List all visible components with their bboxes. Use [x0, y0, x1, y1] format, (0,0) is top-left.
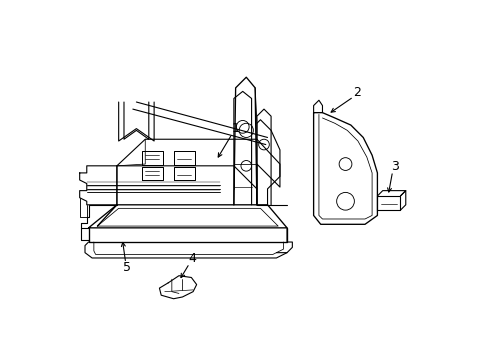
Text: 2: 2 [352, 86, 361, 99]
Text: 5: 5 [122, 261, 131, 274]
Text: 1: 1 [231, 122, 239, 135]
Text: 4: 4 [188, 252, 196, 265]
Text: 3: 3 [390, 160, 398, 173]
